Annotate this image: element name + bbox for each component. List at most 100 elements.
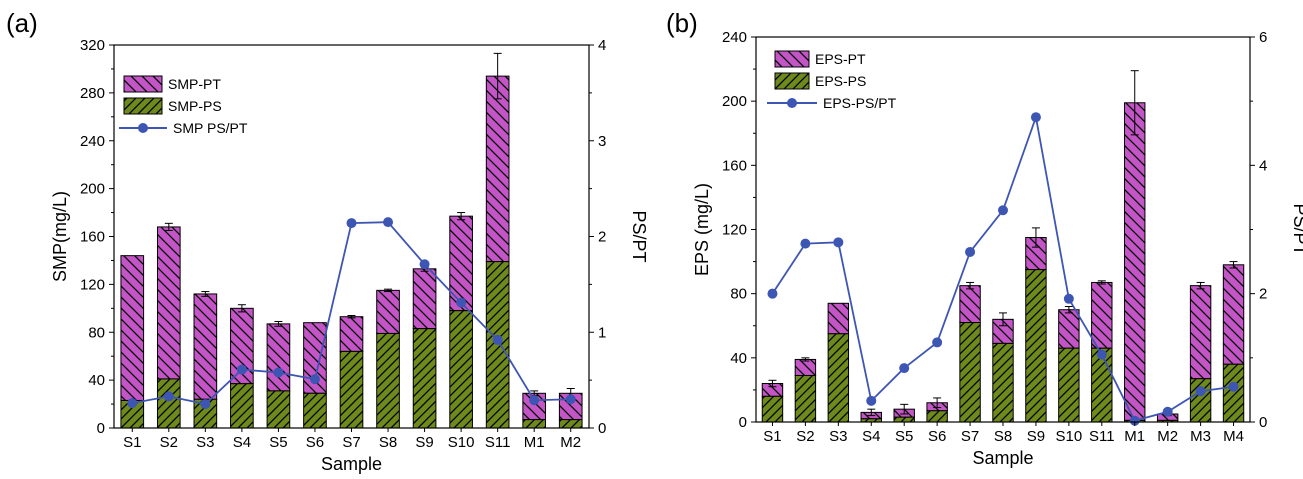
panel-b-y-tick-label: 80 [730,286,747,303]
panel-a-bar-ps-s6 [303,392,327,429]
panel-b-legend-ps-label: EPS-PS [815,73,866,89]
panel-a-ratio-point-m2 [565,394,576,405]
panel-b-x-tick-label: S7 [961,428,979,445]
panel-b-bar-ps-m3 [1189,378,1212,423]
panel-b-y-tick-label: 240 [722,29,747,46]
panel-b-ratio-point-m4 [1228,381,1239,392]
panel-a-bar-ps-s10 [449,310,473,429]
panel-a-y2-tick-label: 1 [598,324,606,341]
panel-a-y2-tick-label: 0 [598,420,606,437]
panel-b-bar-ps-s9 [1025,269,1047,423]
panel-b-x-tick-label: S5 [895,428,913,445]
panel-a-ratio-point-s3 [200,399,211,410]
panel-a-legend-ratio-label: SMP PS/PT [173,120,248,136]
panel-b-y-tick-label: 40 [730,350,747,367]
panel-b-x-axis-title: Sample [972,448,1033,468]
panel-b-ratio-line [767,112,1239,426]
panel-b-x-tick-label: M2 [1157,428,1178,445]
panel-a-x-tick-label: S1 [123,434,141,451]
panel-b-axes: S1 S2 S3 S4 S5 S6 S7 S8 S9 S10 S11 M1 M2 M3 M404080120… [722,29,1267,445]
panel-a-x-axis-title: Sample [321,454,382,474]
panel-b-legend-ratio-label: EPS-PS/PT [823,95,897,111]
panel-b-bar-ps-s6 [926,410,948,423]
panel-b-x-tick-label: S3 [829,428,847,445]
panel-b-bar-ps-m4 [1222,363,1245,423]
panel-a-x-tick-label: S5 [269,434,287,451]
panel-b-ratio-point-s1 [767,288,778,299]
panel-b-x-tick-label: S4 [862,428,880,445]
panel-b-x-tick-label: S1 [763,428,781,445]
panel-a-y-tick-label: 240 [80,133,105,150]
panel-b-legend-pt-label: EPS-PT [815,51,866,67]
panel-b-x-tick-label: S11 [1089,428,1115,445]
panel-b-bar-pt-s2 [794,358,817,376]
panel-a-bar-ps-m2 [558,419,583,429]
panel-a-ratio-point-s2 [163,391,174,402]
panel-a-bar-pt-s8 [376,289,400,334]
panel-a-ratio-point-s1 [127,398,138,409]
panel-a-x-tick-label: S8 [379,434,397,451]
panel-b-y2-tick-label: 6 [1259,29,1267,46]
panel-a-ratio-point-s9 [419,259,430,270]
panel-a-ratio-point-s6 [309,374,320,385]
panel-a-y-tick-label: 280 [80,85,105,102]
panel-a-y-tick-label: 200 [80,181,105,198]
panel-b-y-tick-label: 160 [722,157,747,174]
panel-b-x-tick-label: M3 [1190,428,1211,445]
panel-a-bar-pt-s7 [339,316,364,352]
panel-a-legend-pt-label: SMP-PT [168,76,221,92]
panel-a-error-bars [164,52,575,399]
panel-a-y-tick-label: 320 [80,37,105,54]
panel-a-y-tick-label: 80 [88,324,105,341]
panel-a-label: (a) [6,8,38,38]
panel-b-x-tick-label: S8 [994,428,1012,445]
panel-a-legend-ps-swatch [123,97,163,115]
panel-a-legend-ratio-marker [138,123,148,133]
panel-b-bar-ps-s1 [761,395,784,423]
panel-a: (a) S1 S2 S3 S4 S5 S6 S7 S8 S9 S10 S11 M1 M204080120… [6,8,649,474]
panel-a-x-tick-label: S10 [448,434,475,451]
panel-b-y-tick-label: 0 [739,414,747,431]
panel-a-legend-ps-label: SMP-PS [168,98,222,114]
panel-a-x-tick-label: M2 [560,434,581,451]
panel-a-y-tick-label: 160 [80,229,105,246]
panel-a-bar-pt-s5 [266,323,291,392]
panel-a-y-axis-title: SMP(mg/L) [50,191,70,282]
panel-a-x-tick-label: S3 [196,434,214,451]
panel-b-ratio-point-s11 [1096,349,1107,360]
panel-b-bar-ps-s3 [827,333,850,423]
panel-a-x-tick-label: S6 [306,434,324,451]
panel-b-bar-pt-s11 [1091,281,1113,349]
panel-a-ratio-point-s5 [273,367,284,378]
panel-a-bar-ps-s8 [376,332,400,429]
panel-b-y2-tick-label: 2 [1259,286,1267,303]
panel-b-y-tick-label: 200 [722,93,747,110]
panel-a-y2-axis-title: PS/PT [629,210,649,262]
panel-a-bar-pt-s9 [412,268,437,330]
panel-b-ratio-point-s7 [965,246,976,257]
panel-b-ratio-point-s4 [866,395,877,406]
panel-b-bar-ps-s5 [893,416,915,423]
panel-a-x-tick-label: S4 [233,434,251,451]
panel-a-ratio-point-s11 [492,334,503,345]
panel-a-x-tick-label: S11 [485,434,511,451]
panel-a-ratio-point-s10 [456,297,467,308]
panel-b-ratio-point-m3 [1195,386,1206,397]
panel-b-bar-ps-s10 [1058,347,1080,423]
panel-b-y2-tick-label: 0 [1259,414,1267,431]
panel-b-ratio-point-m1 [1129,415,1140,426]
panel-a-y2-tick-label: 2 [598,229,606,246]
panel-a-x-tick-label: S9 [415,434,433,451]
panel-a-bar-ps-s2 [156,378,181,429]
panel-b-ratio-point-s8 [998,205,1008,216]
panel-b-bar-pt-m1 [1124,102,1146,421]
panel-a-ratio-point-s7 [346,218,357,229]
panel-b-x-tick-label: S2 [796,428,814,445]
panel-b-y2-axis-title: PS/PT [1290,203,1303,255]
panel-a-bar-pt-s3 [193,293,218,400]
panel-b-bar-pt-m3 [1189,285,1212,380]
panel-a-bars [120,75,583,429]
panel-a-axes: S1 S2 S3 S4 S5 S6 S7 S8 S9 S10 S11 M1 M2040801201602… [80,37,606,451]
panel-b-x-tick-label: S10 [1056,428,1083,445]
